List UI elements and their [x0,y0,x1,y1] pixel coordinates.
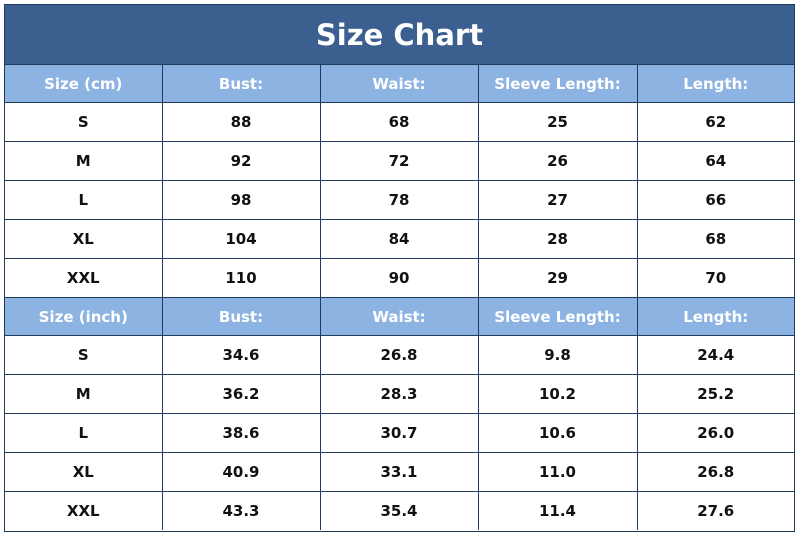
measurement-cell: 11.4 [477,491,638,530]
measurement-cell: 92 [161,141,321,181]
measurement-cell: 40.9 [161,452,321,492]
measurement-cell: 27 [477,180,638,220]
measurement-cell: 98 [161,180,321,220]
cm-column-header: Length: [636,65,794,103]
measurement-cell: 10.2 [477,374,638,414]
measurement-cell: 38.6 [161,413,321,453]
cm-column-header: Sleeve Length: [477,65,638,103]
inch-column-header: Size (inch) [5,297,163,336]
inch-column-header: Sleeve Length: [477,297,638,336]
measurement-cell: 30.7 [319,413,479,453]
measurement-cell: 10.6 [477,413,638,453]
cm-table-row: XXL 110 90 29 70 [5,258,794,298]
size-label-cell: L [5,180,163,220]
size-label-cell: XL [5,219,163,259]
measurement-cell: 25 [477,102,638,142]
inch-header-row: Size (inch) Bust: Waist: Sleeve Length: Leng… [5,297,794,336]
measurement-cell: 24.4 [636,335,794,375]
measurement-cell: 26.0 [636,413,794,453]
measurement-cell: 28.3 [319,374,479,414]
size-table: Size (cm) Bust: Waist: Sleeve Length: Length… [5,65,794,530]
measurement-cell: 70 [636,258,794,298]
measurement-cell: 11.0 [477,452,638,492]
measurement-cell: 34.6 [161,335,321,375]
measurement-cell: 110 [161,258,321,298]
cm-column-header: Bust: [161,65,321,103]
cm-column-header: Size (cm) [5,65,163,103]
inch-table-row: S 34.6 26.8 9.8 24.4 [5,335,794,375]
chart-title: Size Chart [5,5,794,65]
inch-column-header: Waist: [319,297,479,336]
measurement-cell: 62 [636,102,794,142]
cm-table-row: M 92 72 26 64 [5,141,794,181]
size-label-cell: M [5,374,163,414]
measurement-cell: 9.8 [477,335,638,375]
inch-table-row: L 38.6 30.7 10.6 26.0 [5,413,794,453]
inch-table-row: XL 40.9 33.1 11.0 26.8 [5,452,794,492]
measurement-cell: 66 [636,180,794,220]
size-label-cell: S [5,102,163,142]
inch-column-header: Bust: [161,297,321,336]
measurement-cell: 35.4 [319,491,479,530]
measurement-cell: 26.8 [319,335,479,375]
measurement-cell: 25.2 [636,374,794,414]
cm-header-row: Size (cm) Bust: Waist: Sleeve Length: Length… [5,65,794,103]
measurement-cell: 78 [319,180,479,220]
measurement-cell: 68 [636,219,794,259]
cm-table-row: L 98 78 27 66 [5,180,794,220]
measurement-cell: 36.2 [161,374,321,414]
measurement-cell: 43.3 [161,491,321,530]
measurement-cell: 90 [319,258,479,298]
cm-table-row: XL 104 84 28 68 [5,219,794,259]
cm-column-header: Waist: [319,65,479,103]
measurement-cell: 64 [636,141,794,181]
measurement-cell: 33.1 [319,452,479,492]
measurement-cell: 29 [477,258,638,298]
size-label-cell: XXL [5,258,163,298]
measurement-cell: 26.8 [636,452,794,492]
size-label-cell: M [5,141,163,181]
inch-column-header: Length: [636,297,794,336]
size-label-cell: S [5,335,163,375]
measurement-cell: 68 [319,102,479,142]
cm-table-row: S 88 68 25 62 [5,102,794,142]
size-label-cell: L [5,413,163,453]
size-label-cell: XL [5,452,163,492]
measurement-cell: 72 [319,141,479,181]
inch-table-row: XXL 43.3 35.4 11.4 27.6 [5,491,794,530]
measurement-cell: 27.6 [636,491,794,530]
inch-table-row: M 36.2 28.3 10.2 25.2 [5,374,794,414]
measurement-cell: 88 [161,102,321,142]
measurement-cell: 28 [477,219,638,259]
measurement-cell: 104 [161,219,321,259]
size-chart: Size Chart Size (cm) Bust: Waist: Sleeve Le… [4,4,795,532]
measurement-cell: 26 [477,141,638,181]
measurement-cell: 84 [319,219,479,259]
size-label-cell: XXL [5,491,163,530]
